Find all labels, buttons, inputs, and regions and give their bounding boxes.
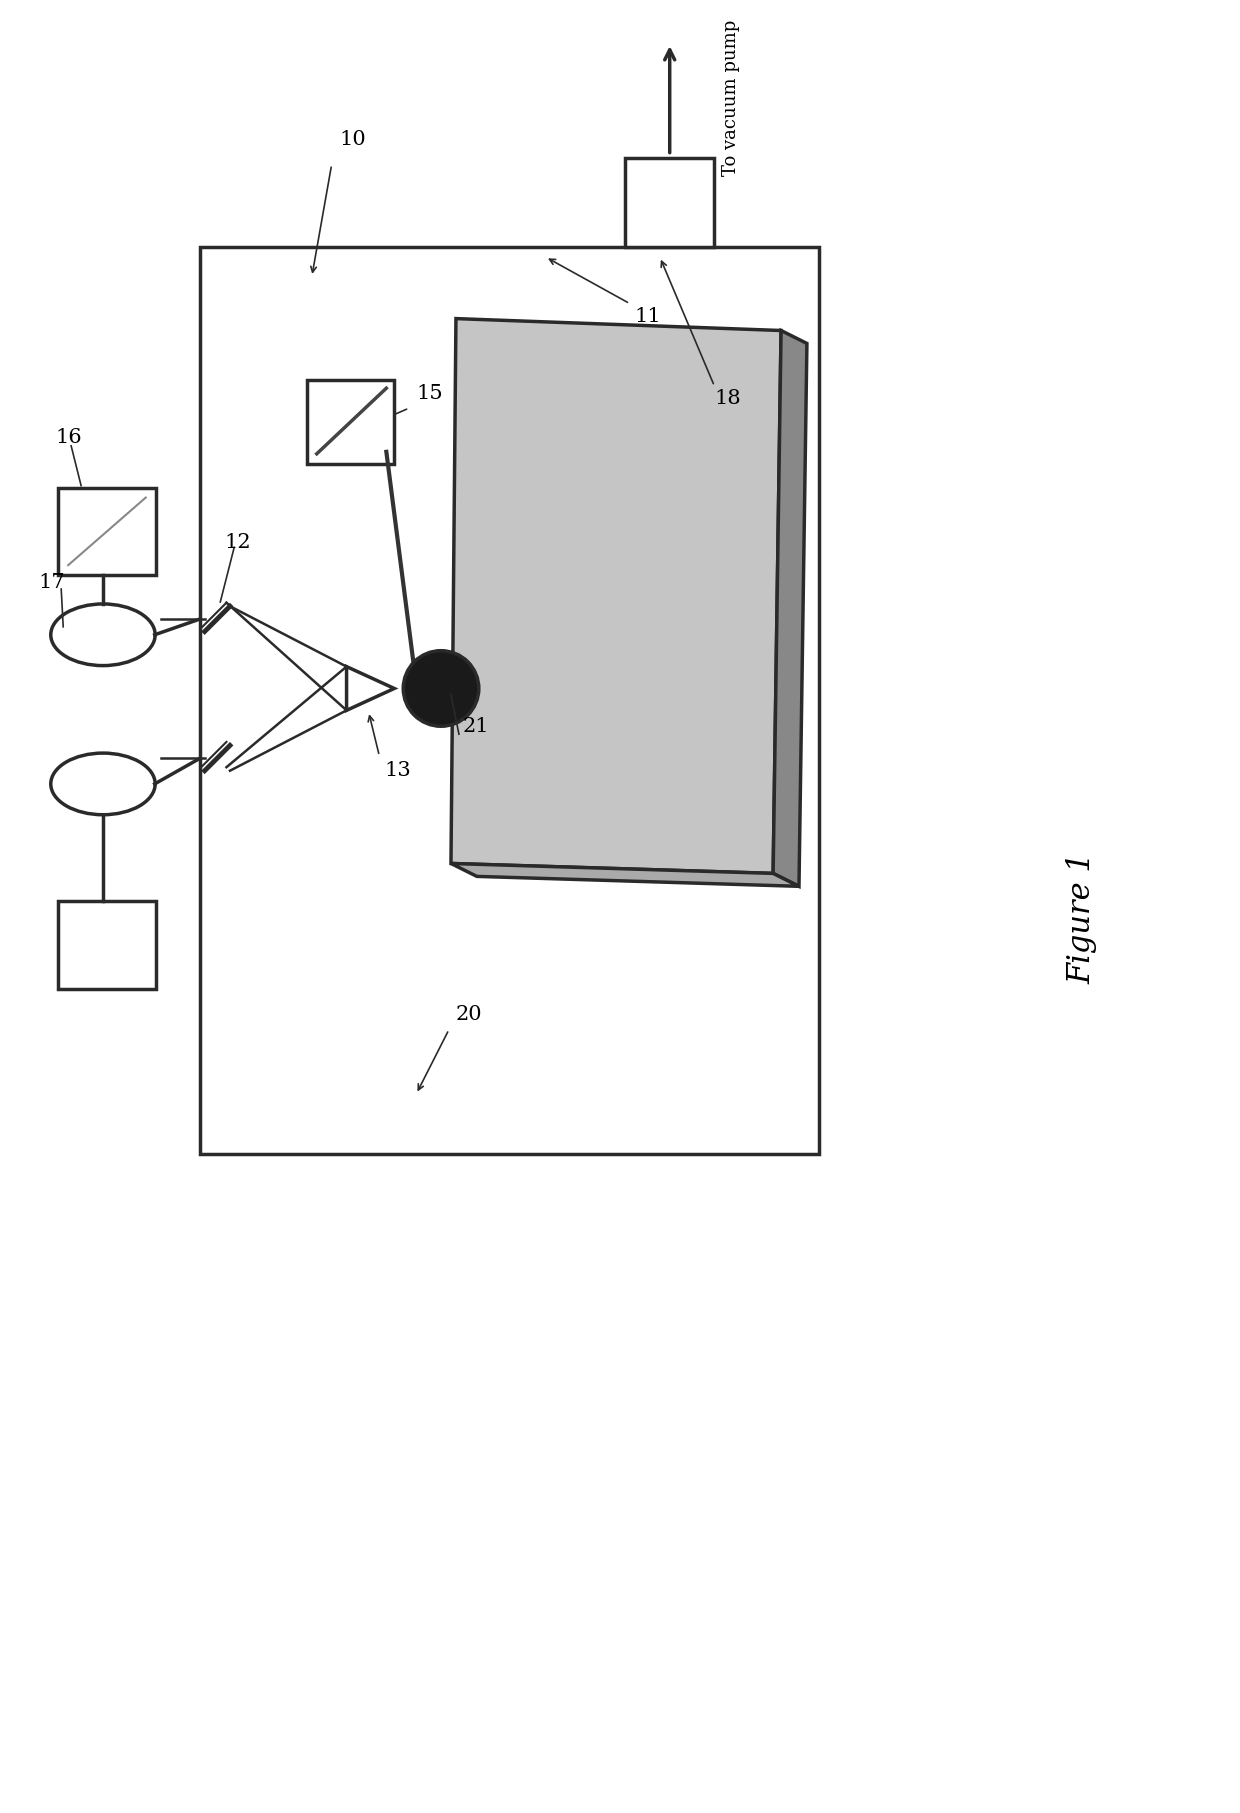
Text: Figure 1: Figure 1 (1066, 852, 1097, 984)
Text: 20: 20 (456, 1004, 482, 1024)
Text: 12: 12 (224, 533, 250, 551)
Text: 15: 15 (417, 384, 443, 402)
Ellipse shape (51, 752, 155, 814)
Polygon shape (451, 863, 799, 887)
Bar (306, 381, 394, 464)
Text: 21: 21 (463, 716, 490, 736)
Text: 10: 10 (340, 131, 366, 149)
Circle shape (403, 651, 479, 727)
Bar (625, 158, 714, 247)
Polygon shape (451, 319, 781, 874)
Text: To vacuum pump: To vacuum pump (723, 20, 740, 176)
Bar (201, 247, 818, 1153)
Ellipse shape (51, 604, 155, 665)
Text: 13: 13 (384, 761, 412, 780)
Text: 17: 17 (38, 573, 64, 591)
Text: 18: 18 (714, 388, 742, 408)
Bar (58, 488, 156, 575)
Text: 11: 11 (635, 306, 662, 326)
Bar (58, 901, 156, 988)
Polygon shape (773, 330, 807, 887)
Polygon shape (346, 667, 394, 711)
Text: 16: 16 (56, 428, 82, 448)
